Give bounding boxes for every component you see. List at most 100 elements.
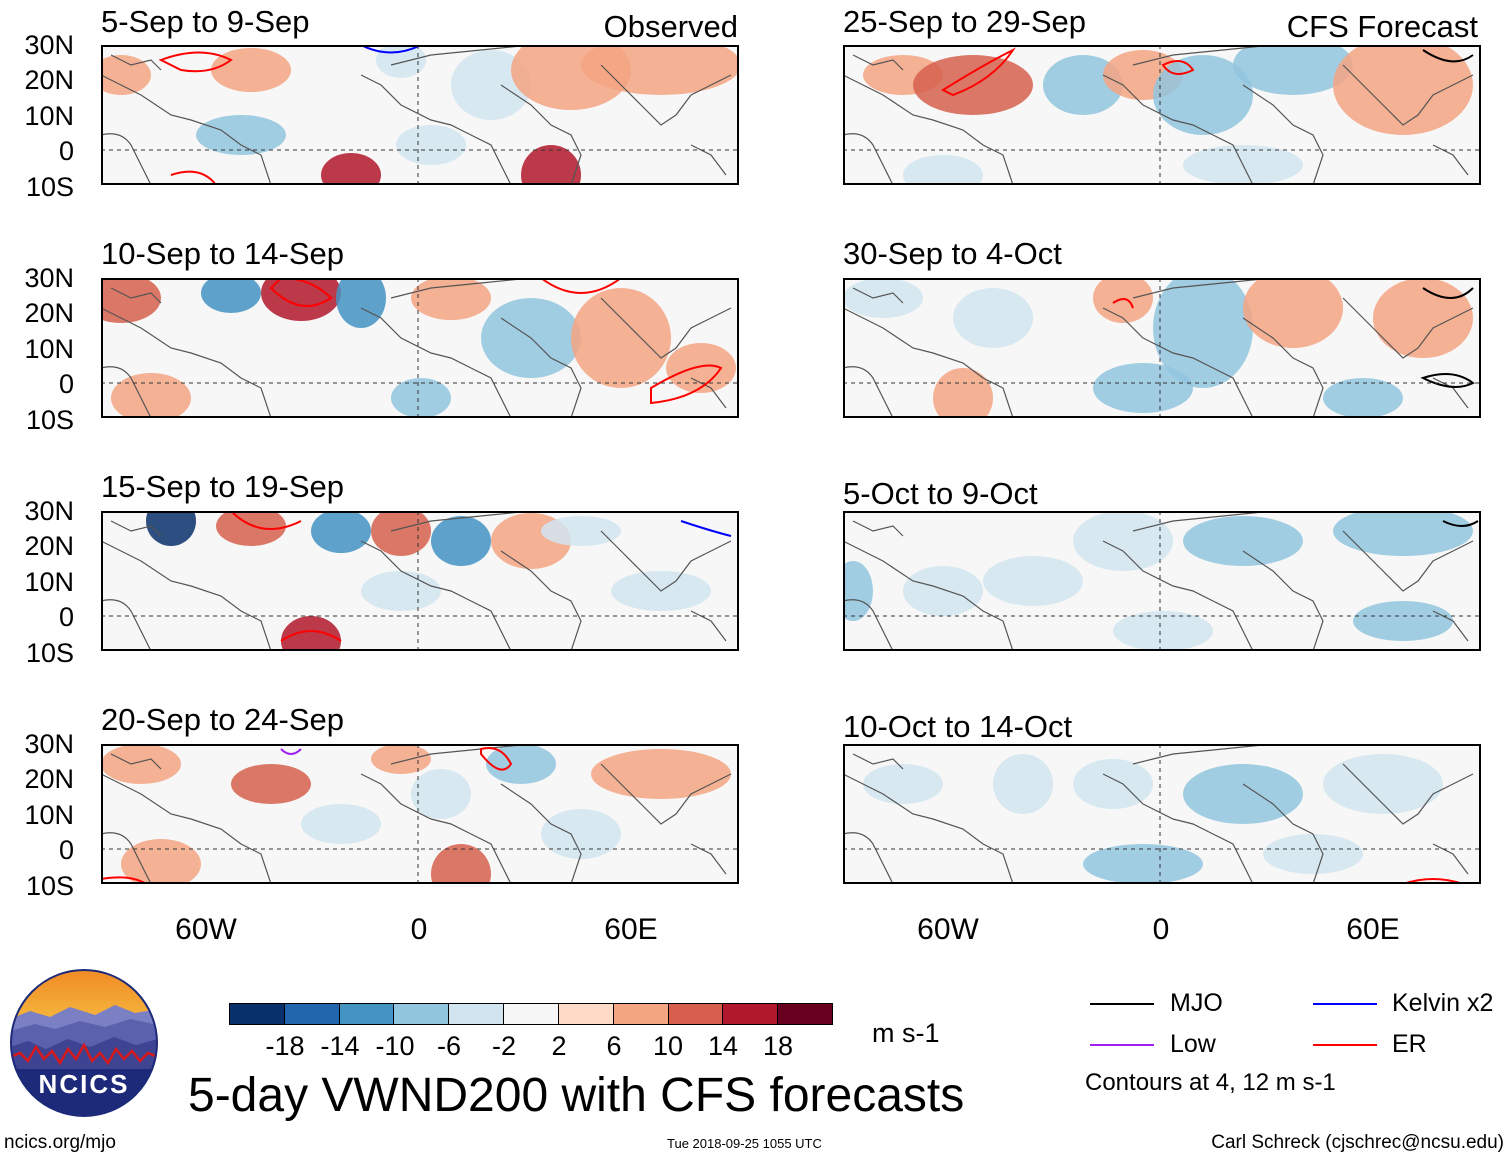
- coastline: [1342, 530, 1474, 592]
- panel-frame: [101, 744, 739, 884]
- anomaly-shading: [521, 145, 581, 185]
- panel-title-fc-2: 30-Sep to 4-Oct: [843, 236, 1062, 271]
- map-panel-fc-1: [843, 45, 1481, 185]
- coastline: [101, 307, 272, 418]
- lon-label-0-left: 0: [410, 913, 428, 946]
- anomaly-shading: [1353, 601, 1453, 641]
- panel-title-obs-2: 10-Sep to 14-Sep: [101, 236, 345, 271]
- panel-frame: [843, 511, 1481, 651]
- coastline: [852, 287, 904, 304]
- coastline: [101, 773, 272, 884]
- map-svg: [843, 511, 1481, 651]
- map-svg: [843, 278, 1481, 418]
- coastline: [110, 54, 162, 71]
- anomaly-shading: [953, 288, 1033, 348]
- anomaly-shading: [101, 744, 181, 784]
- legend-line-er: [1313, 1044, 1377, 1046]
- map-svg: [843, 744, 1481, 884]
- colorbar-tick: 2: [551, 1031, 567, 1061]
- anomaly-shading: [101, 278, 161, 323]
- colorbar-tick: 10: [652, 1031, 684, 1061]
- coastline: [500, 317, 582, 418]
- lat-label: 0: [58, 136, 74, 166]
- lon-label-0-right: 0: [1152, 913, 1170, 946]
- anomaly-shading: [201, 278, 261, 313]
- map-svg: [101, 744, 739, 884]
- anomaly-shading: [843, 561, 873, 621]
- coastline: [1102, 540, 1254, 651]
- coastline: [360, 307, 512, 418]
- panel-frame: [101, 45, 739, 185]
- coastline: [690, 377, 727, 409]
- map-svg: [101, 278, 739, 418]
- legend-label-er: ER: [1392, 1030, 1427, 1058]
- wave-contour: [940, 47, 1016, 97]
- panel-title-obs-4: 20-Sep to 24-Sep: [101, 702, 345, 737]
- lat-label: 0: [58, 369, 74, 399]
- lat-label: 30N: [24, 496, 74, 526]
- anomaly-shading: [903, 566, 983, 616]
- lon-label-60w-right: 60W: [917, 913, 979, 946]
- coastline: [1342, 763, 1474, 825]
- anomaly-shading: [196, 115, 286, 155]
- wave-contour: [280, 748, 302, 755]
- coastline: [360, 540, 512, 651]
- lat-label: 10S: [25, 172, 74, 202]
- wave-contour: [680, 520, 732, 537]
- wave-contour: [650, 364, 723, 405]
- coastline: [690, 843, 727, 875]
- anomaly-shading: [1333, 45, 1473, 135]
- wave-contour: [170, 170, 217, 185]
- anomaly-shading: [1113, 611, 1213, 651]
- anomaly-shading: [1263, 834, 1363, 874]
- anomaly-shading: [1073, 759, 1153, 809]
- anomaly-shading: [371, 511, 431, 556]
- lon-label-60e-right: 60E: [1346, 913, 1400, 946]
- colorbar-swatch: [722, 1003, 779, 1025]
- coastline: [110, 520, 162, 537]
- author-credit: Carl Schreck (cjschrec@ncsu.edu): [1211, 1132, 1504, 1153]
- coastline: [1132, 45, 1274, 66]
- colorbar-tick: -18: [265, 1031, 305, 1061]
- lat-label: 10N: [24, 567, 74, 597]
- colorbar-swatch: [503, 1003, 559, 1025]
- anomaly-shading: [1333, 511, 1473, 556]
- colorbar-swatch: [393, 1003, 450, 1025]
- colorbar-swatch: [338, 1003, 395, 1025]
- lat-label: 20N: [24, 298, 74, 328]
- anomaly-shading: [1323, 754, 1443, 814]
- colorbar-swatch: [229, 1003, 285, 1025]
- colorbar-tick: 18: [762, 1031, 794, 1061]
- coastline: [101, 366, 152, 418]
- lon-label-60w-left: 60W: [175, 913, 237, 946]
- coastline: [690, 610, 727, 642]
- anomaly-shading: [591, 749, 731, 799]
- map-panel-obs-2: [101, 278, 739, 418]
- map-svg: [101, 511, 739, 651]
- wave-contour: [1112, 298, 1134, 309]
- legend-line-low: [1090, 1044, 1154, 1046]
- map-panel-obs-4: [101, 744, 739, 884]
- coastline: [600, 297, 732, 359]
- anomaly-shading: [431, 516, 491, 566]
- coastline: [101, 832, 152, 884]
- contour-note: Contours at 4, 12 m s-1: [1085, 1069, 1336, 1096]
- coastline: [390, 511, 532, 532]
- coastline: [1102, 307, 1254, 418]
- anomaly-shading: [391, 378, 451, 418]
- colorbar-swatch: [667, 1003, 724, 1025]
- colorbar-swatch: [283, 1003, 340, 1025]
- anomaly-shading: [1093, 363, 1193, 413]
- lat-label: 10N: [24, 334, 74, 364]
- map-panel-fc-3: [843, 511, 1481, 651]
- legend-line-mjo: [1090, 1003, 1154, 1005]
- anomaly-shading: [1323, 378, 1403, 418]
- panel-frame: [843, 45, 1481, 185]
- panel-title-fc-4: 10-Oct to 14-Oct: [843, 709, 1073, 744]
- anomaly-shading: [1243, 278, 1343, 348]
- coastline: [843, 832, 894, 884]
- anomaly-shading: [581, 45, 739, 95]
- anomaly-shading: [541, 516, 621, 546]
- panel-frame: [101, 278, 739, 418]
- map-svg: [101, 45, 739, 185]
